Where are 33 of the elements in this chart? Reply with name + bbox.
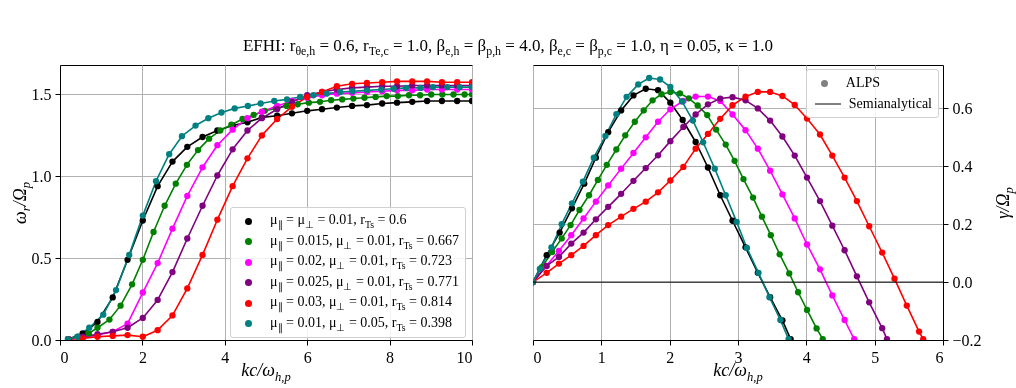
y-tick-label: 0.2 xyxy=(952,215,973,233)
legend-label: μ$_{∥}$ = μ$_{⊥}$ = 0.01, r$_{Ts}$ = 0.6 xyxy=(269,212,407,231)
x-tick-label: 1 xyxy=(597,348,606,366)
legend-label: μ$_{∥}$ = 0.03, μ$_{⊥}$ = 0.01, r$_{Ts}$ = 0.814 xyxy=(269,294,452,313)
legend-label: μ$_{∥}$ = 0.025, μ$_{⊥}$ = 0.01, r$_{Ts}$ = 0.771 xyxy=(269,273,459,292)
key-box: ALPS Semianalytical xyxy=(805,69,939,118)
annotation: Semianalytical xyxy=(848,95,932,112)
annotation: ALPS xyxy=(845,75,881,92)
y-tick-label: −0.2 xyxy=(952,331,982,349)
y-tick-label: 1.0 xyxy=(31,167,52,185)
x-tick-label: 6 xyxy=(303,348,312,366)
x-tick-label: 2 xyxy=(138,348,147,366)
y-tick-label: 0.0 xyxy=(31,331,52,349)
x-tick-label: 10 xyxy=(456,348,473,366)
x-tick-label: 6 xyxy=(935,348,944,366)
x-tick-label: 4 xyxy=(802,348,811,366)
y-tick-label: 0.5 xyxy=(31,249,52,267)
legend-label: μ$_{∥}$ = 0.02, μ$_{⊥}$ = 0.01, r$_{Ts}$ = 0.723 xyxy=(269,253,452,272)
x-tick-label: 5 xyxy=(871,348,880,366)
x-tick-label: 2 xyxy=(666,348,675,366)
y-tick-label: 1.5 xyxy=(31,85,52,103)
y-tick-label: 0.6 xyxy=(952,99,973,117)
legend-label: μ$_{∥}$ = 0.015, μ$_{⊥}$ = 0.01, r$_{Ts}$ = 0.667 xyxy=(269,232,459,251)
x-tick-label: 0 xyxy=(533,348,542,366)
y-tick-label: 0.4 xyxy=(952,157,973,175)
x-axis-title: kc/ω$_{h,p}$ xyxy=(241,360,291,384)
y-tick-label: 0.0 xyxy=(952,273,973,291)
x-tick-label: 3 xyxy=(734,348,743,366)
chart-title: EFHI: r$_{θe,h}$ = 0.6, r$_{Te,c}$ = 1.0, β$_{e,h}$ = β$_{p,h}$ = 4.0, β$_{e,c}$ = β$_{p,c}$ = 1.0, η = 0.05, κ = 1.0 xyxy=(242,36,774,59)
x-tick-label: 4 xyxy=(221,348,230,366)
x-tick-label: 0 xyxy=(60,348,69,366)
x-tick-label: 8 xyxy=(386,348,395,366)
legend-label: μ$_{∥}$ = 0.01, μ$_{⊥}$ = 0.05, r$_{Ts}$ = 0.398 xyxy=(269,314,452,333)
